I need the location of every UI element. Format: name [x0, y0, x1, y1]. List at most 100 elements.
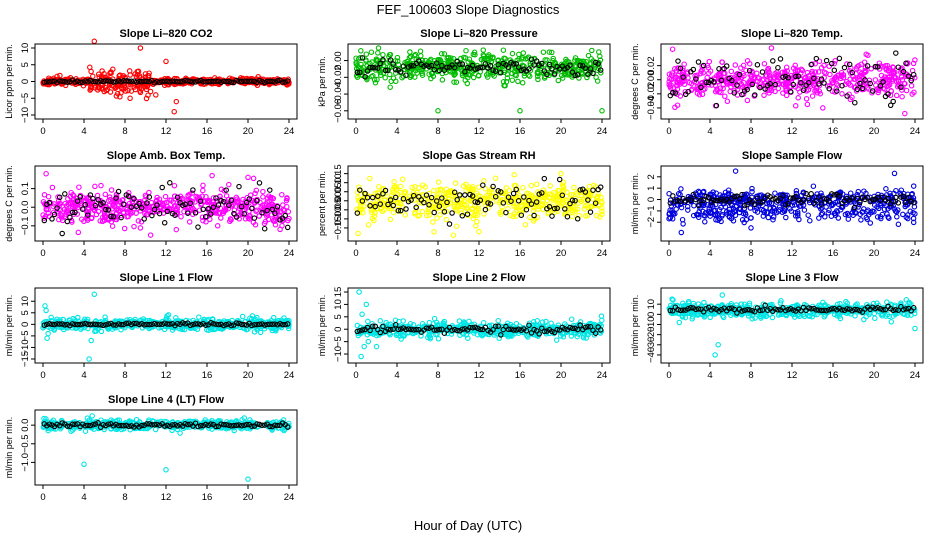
overlay-point [677, 65, 684, 72]
overlay-point [562, 66, 568, 72]
data-point [419, 70, 425, 76]
data-point [766, 69, 772, 76]
data-point [495, 317, 501, 324]
overlay-point [877, 83, 884, 89]
x-tick-label: 12 [474, 126, 485, 137]
data-point [578, 192, 585, 199]
overlay-point [462, 192, 468, 198]
data-point [888, 88, 895, 94]
data-point [712, 88, 719, 95]
overlay-point [515, 64, 522, 70]
data-point [678, 186, 684, 192]
data-point [585, 52, 592, 59]
data-point [40, 212, 46, 218]
overlay-point [541, 68, 548, 74]
overlay-point [113, 79, 119, 85]
data-point [387, 51, 394, 58]
overlay-point [369, 64, 376, 71]
outlier-point [127, 95, 133, 102]
outlier-point [558, 170, 564, 177]
data-point [484, 74, 491, 80]
overlay-point [577, 62, 583, 69]
overlay-point [195, 224, 201, 230]
data-point [430, 219, 436, 225]
data-point [443, 216, 450, 223]
overlay-point [380, 56, 386, 63]
overlay-point [108, 78, 114, 85]
data-point [88, 86, 94, 92]
data-point [798, 66, 805, 73]
overlay-point [426, 63, 432, 70]
data-point [466, 56, 473, 62]
data-points [353, 45, 605, 114]
overlay-point [241, 78, 247, 84]
outlier-point [748, 225, 754, 231]
overlay-point [64, 218, 71, 225]
data-point [439, 77, 446, 83]
overlay-point [739, 91, 745, 98]
x-tick-label: 12 [161, 126, 172, 137]
overlay-point [136, 78, 142, 85]
data-point [408, 72, 415, 79]
data-point [254, 82, 261, 89]
overlay-point [444, 64, 450, 71]
data-point [533, 181, 540, 188]
overlay-point [82, 78, 89, 84]
data-point [598, 70, 604, 76]
data-point [107, 70, 113, 77]
overlay-point [164, 78, 171, 85]
overlay-point [585, 71, 591, 77]
data-point [417, 48, 424, 54]
data-point [546, 49, 553, 55]
data-point [464, 80, 471, 87]
overlay-point [185, 78, 191, 84]
data-point [772, 190, 778, 196]
data-point [756, 75, 762, 81]
overlay-point [816, 81, 822, 87]
data-point [500, 47, 507, 53]
overlay-point [823, 57, 830, 64]
overlay-point [482, 61, 489, 67]
overlay-point [505, 64, 512, 70]
data-point [772, 88, 778, 95]
x-tick-label: 0 [666, 248, 671, 259]
overlay-point [97, 78, 104, 84]
data-point [783, 214, 789, 221]
overlay-point [582, 65, 589, 71]
overlay-point [672, 90, 679, 96]
overlay-point [477, 64, 484, 71]
data-point [547, 183, 553, 189]
data-point [178, 213, 184, 220]
panel-ylabel: degrees C per min. [4, 165, 14, 242]
overlay-point [533, 58, 540, 64]
data-point [861, 59, 868, 65]
data-point [707, 68, 714, 74]
overlay-points [667, 50, 917, 109]
data-point [728, 68, 735, 75]
data-point [540, 49, 547, 55]
data-point [397, 183, 404, 190]
data-point [749, 73, 755, 80]
data-point [858, 70, 865, 77]
outlier-point [43, 170, 49, 177]
data-point [107, 89, 114, 95]
x-tick-label: 8 [748, 248, 753, 259]
data-point [200, 187, 206, 194]
data-point [511, 172, 517, 178]
data-point [568, 316, 575, 322]
x-tick-label: 16 [202, 248, 213, 259]
overlay-point [828, 60, 835, 67]
overlay-point [905, 73, 912, 79]
overlay-point [831, 67, 838, 74]
outlier-point [86, 356, 92, 362]
panel-title: Slope Li–820 CO2 [120, 28, 213, 40]
data-point [806, 73, 812, 79]
overlay-point [167, 79, 173, 85]
data-point [461, 54, 467, 61]
x-tick-label: 8 [122, 248, 127, 259]
x-tick-label: 12 [474, 248, 485, 259]
overlay-point [793, 73, 799, 80]
overlay-point [161, 220, 168, 226]
data-point [473, 223, 479, 229]
data-point [390, 209, 397, 216]
